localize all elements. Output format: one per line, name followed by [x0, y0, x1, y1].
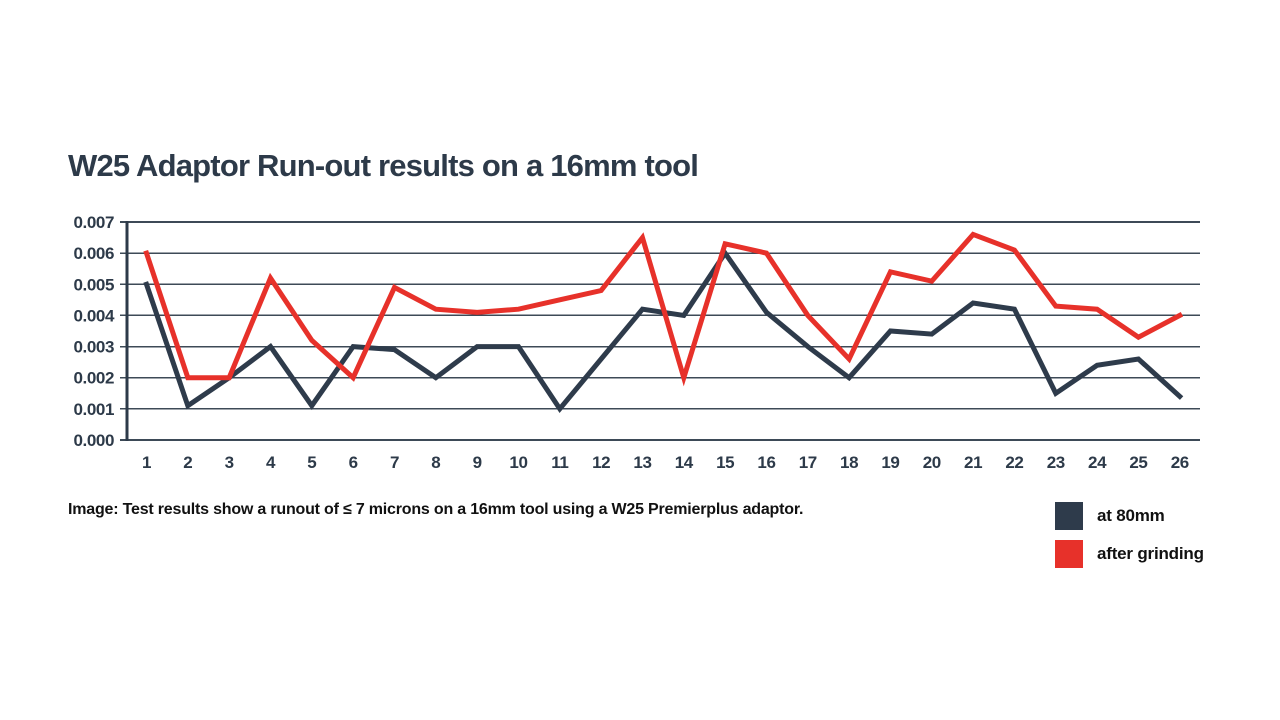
y-tick-label: 0.005	[73, 275, 114, 294]
y-tick-label: 0.007	[73, 213, 114, 232]
x-tick-label: 24	[1088, 453, 1107, 472]
x-tick-label: 5	[307, 453, 316, 472]
legend-label-at-80mm: at 80mm	[1097, 506, 1165, 525]
caption: Image: Test results show a runout of ≤ 7…	[68, 501, 804, 518]
x-tick-label: 14	[675, 453, 694, 472]
x-tick-label: 21	[964, 453, 982, 472]
x-tick-label: 3	[225, 453, 234, 472]
legend: at 80mm after grinding	[1055, 502, 1204, 568]
x-tick-label: 17	[799, 453, 817, 472]
x-tick-label: 23	[1047, 453, 1065, 472]
y-tick-label: 0.000	[73, 431, 114, 450]
x-tick-label: 18	[840, 453, 858, 472]
x-tick-label: 22	[1005, 453, 1023, 472]
x-tick-label: 6	[349, 453, 358, 472]
x-tick-label: 25	[1129, 453, 1147, 472]
y-tick-label: 0.004	[73, 306, 114, 325]
series-line-at-80mm	[143, 248, 1184, 414]
x-tick-label: 11	[551, 453, 568, 472]
x-tick-label: 10	[509, 453, 527, 472]
chart-canvas: 0.000 0.001 0.002 0.003 0.004 0.005 0.006 0.007…	[73, 213, 1200, 472]
legend-swatch-after-grinding	[1055, 540, 1083, 568]
x-tick-label: 9	[473, 453, 482, 472]
y-tick-label: 0.006	[73, 244, 114, 263]
legend-item-after-grinding: after grinding	[1055, 540, 1204, 568]
y-tick-label: 0.002	[73, 369, 114, 388]
y-tick-label: 0.001	[73, 400, 114, 419]
legend-swatch-at-80mm	[1055, 502, 1083, 530]
legend-label-after-grinding: after grinding	[1097, 544, 1204, 563]
x-tick-label: 1	[142, 453, 151, 472]
series-line-after-grinding	[143, 231, 1184, 387]
chart-title: W25 Adaptor Run-out results on a 16mm to…	[68, 148, 699, 183]
x-tick-label: 7	[390, 453, 399, 472]
x-tick-label: 26	[1171, 453, 1189, 472]
legend-item-at-80mm: at 80mm	[1055, 502, 1204, 530]
x-tick-label: 15	[716, 453, 734, 472]
x-tick-label: 16	[757, 453, 775, 472]
x-tick-label: 8	[431, 453, 440, 472]
x-tick-label: 19	[881, 453, 899, 472]
x-tick-label: 13	[633, 453, 651, 472]
x-tick-label: 2	[183, 453, 192, 472]
x-tick-label: 12	[592, 453, 610, 472]
x-tick-label: 20	[923, 453, 941, 472]
x-tick-label: 4	[266, 453, 276, 472]
y-tick-label: 0.003	[73, 338, 114, 357]
